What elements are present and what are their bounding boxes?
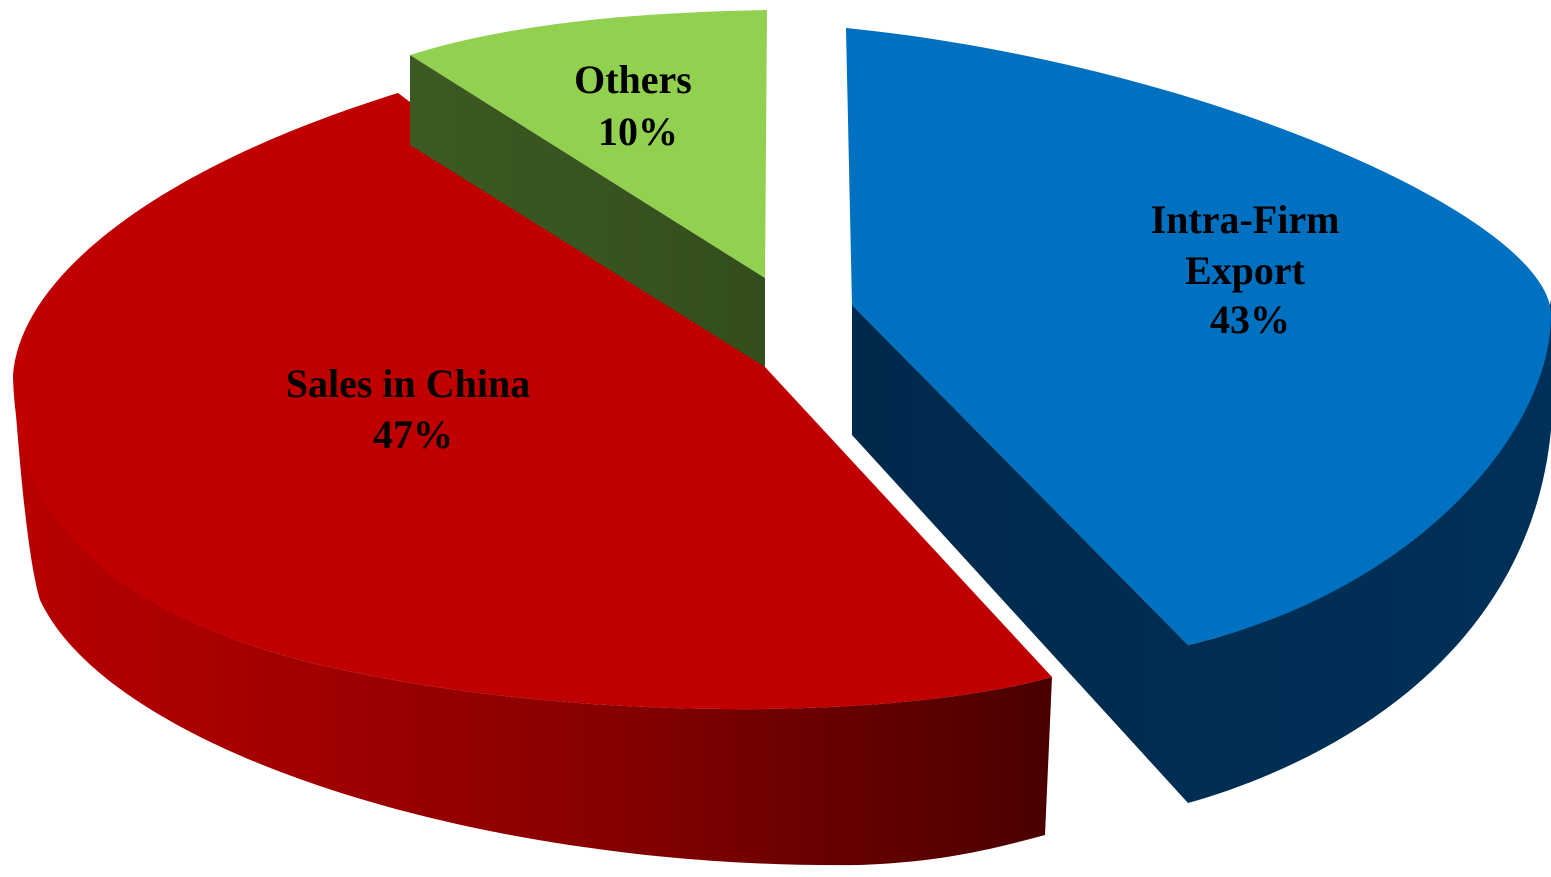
slice-label-intra-firm-export-name-line2: Export [1185, 248, 1306, 293]
slice-label-intra-firm-export: Intra-Firm Export 43% [1151, 197, 1350, 342]
pie-slice-side-intra-firm-export [852, 300, 1551, 803]
pie-slice-others [410, 10, 767, 278]
slice-label-intra-firm-export-percent: 43% [1210, 297, 1290, 342]
pie-slice-side-sales-in-china [13, 375, 1052, 866]
pie-slice-side-others [410, 55, 765, 367]
slice-label-sales-in-china-percent: 47% [373, 412, 453, 457]
slice-label-sales-in-china-name: Sales in China [286, 361, 531, 406]
slice-label-sales-in-china: Sales in China 47% [286, 361, 541, 457]
slice-label-others-percent: 10% [598, 109, 678, 154]
slice-label-intra-firm-export-name-line1: Intra-Firm [1151, 197, 1340, 242]
pie-slice-intra-firm-export [846, 28, 1551, 645]
slice-label-others-name: Others [574, 57, 692, 102]
slice-label-others: Others 10% [574, 57, 702, 154]
pie-slice-sales-in-china [13, 93, 1052, 710]
